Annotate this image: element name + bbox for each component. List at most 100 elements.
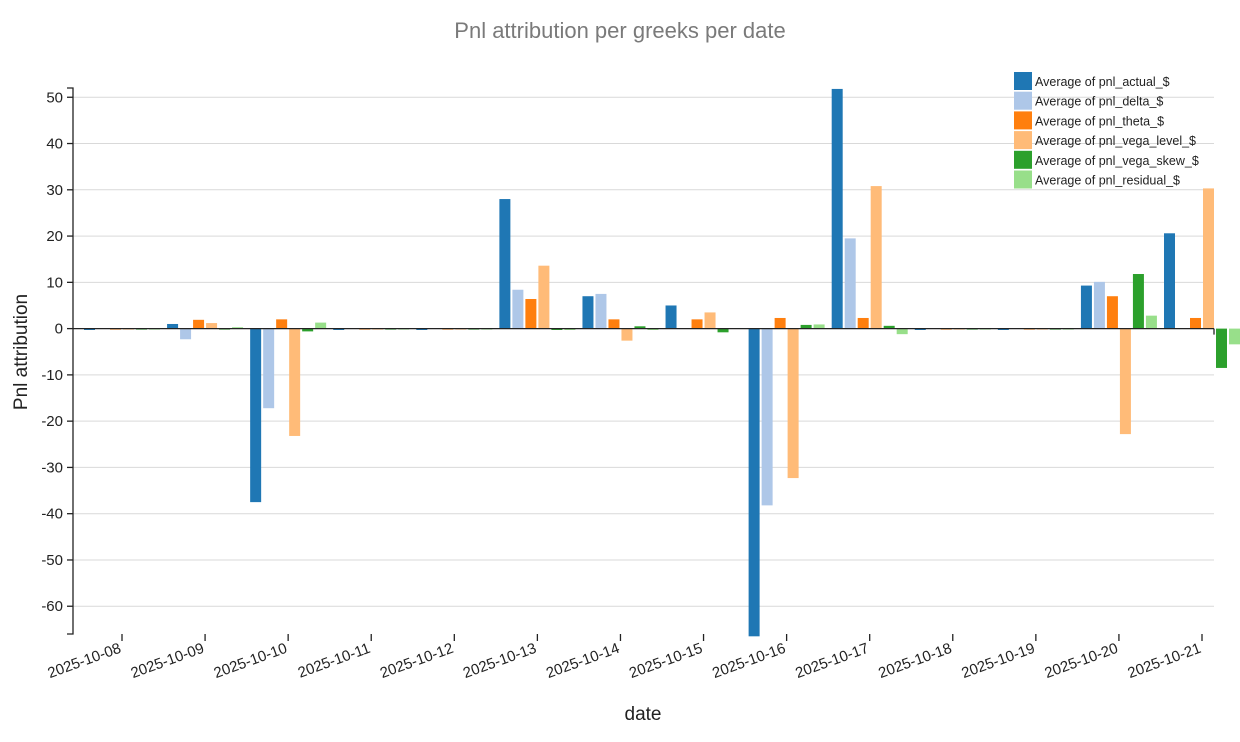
bar[interactable] xyxy=(180,328,192,340)
bar[interactable] xyxy=(333,328,345,330)
bar[interactable] xyxy=(914,328,926,330)
y-tick-label: 10 xyxy=(46,274,63,291)
legend-label: Average of pnl_vega_skew_$ xyxy=(1035,154,1199,168)
legend-swatch xyxy=(1014,91,1032,110)
bar[interactable] xyxy=(206,323,218,329)
x-tick-label: 2025-10-15 xyxy=(627,640,705,682)
bar[interactable] xyxy=(499,199,511,329)
x-axis-label: date xyxy=(625,704,662,725)
bar[interactable] xyxy=(844,238,856,329)
bar[interactable] xyxy=(512,289,524,329)
y-tick-label: -40 xyxy=(41,506,63,523)
bar[interactable] xyxy=(289,328,301,436)
y-tick-label: -60 xyxy=(41,598,63,615)
x-tick-label: 2025-10-13 xyxy=(461,640,539,682)
bar[interactable] xyxy=(800,324,812,329)
bar[interactable] xyxy=(416,328,428,330)
y-tick-label: -20 xyxy=(41,413,63,430)
bar[interactable] xyxy=(582,296,594,329)
bar[interactable] xyxy=(1145,315,1157,329)
bar[interactable] xyxy=(883,325,895,329)
bar[interactable] xyxy=(704,312,716,329)
chart-title: Pnl attribution per greeks per date xyxy=(454,18,785,43)
bar[interactable] xyxy=(1080,285,1092,329)
legend-swatch xyxy=(1014,131,1032,150)
bar[interactable] xyxy=(167,323,179,329)
legend-swatch xyxy=(1014,72,1032,90)
legend-label: Average of pnl_delta_$ xyxy=(1035,95,1163,109)
x-tick-label: 2025-10-09 xyxy=(129,640,207,682)
legend-swatch xyxy=(1014,111,1032,130)
x-tick-label: 2025-10-18 xyxy=(876,640,954,682)
legend-label: Average of pnl_residual_$ xyxy=(1035,174,1180,188)
bar[interactable] xyxy=(831,88,843,329)
bar[interactable] xyxy=(1203,188,1214,329)
bar[interactable] xyxy=(1093,281,1105,329)
bar[interactable] xyxy=(1119,328,1131,435)
bar[interactable] xyxy=(564,328,576,330)
bar[interactable] xyxy=(525,298,537,329)
x-tick-label: 2025-10-10 xyxy=(212,640,290,682)
x-tick-label: 2025-10-20 xyxy=(1042,640,1120,682)
bar[interactable] xyxy=(551,328,563,330)
y-tick-label: 30 xyxy=(46,182,63,199)
bar[interactable] xyxy=(1106,296,1118,329)
bars xyxy=(84,88,1240,637)
bar[interactable] xyxy=(263,328,275,409)
bar[interactable] xyxy=(250,328,262,503)
x-tick-label: 2025-10-14 xyxy=(544,640,622,682)
bar[interactable] xyxy=(232,327,244,329)
y-axis-line xyxy=(67,87,74,635)
bar[interactable] xyxy=(276,319,288,329)
legend-label: Average of pnl_vega_level_$ xyxy=(1035,134,1196,148)
legend-swatch xyxy=(1014,150,1032,169)
y-tick-label: 0 xyxy=(55,321,63,338)
y-tick-label: 20 xyxy=(46,228,63,245)
legend-label: Average of pnl_theta_$ xyxy=(1035,114,1164,128)
bar[interactable] xyxy=(1132,274,1144,329)
bar[interactable] xyxy=(193,319,205,329)
bar[interactable] xyxy=(748,328,760,637)
x-tick-label: 2025-10-11 xyxy=(296,640,373,682)
x-tick-label: 2025-10-08 xyxy=(45,640,123,682)
x-tick-label: 2025-10-21 xyxy=(1125,640,1203,682)
x-tick-label: 2025-10-12 xyxy=(378,640,456,682)
bar[interactable] xyxy=(595,293,607,329)
x-tick-label: 2025-10-19 xyxy=(959,640,1037,682)
x-tick-label: 2025-10-16 xyxy=(710,640,788,682)
y-tick-label: 50 xyxy=(46,89,63,106)
bar[interactable] xyxy=(315,322,327,329)
bar[interactable] xyxy=(1164,233,1175,329)
bar[interactable] xyxy=(538,265,550,329)
bar[interactable] xyxy=(84,328,95,330)
bar[interactable] xyxy=(621,328,633,341)
y-tick-label: -10 xyxy=(41,367,63,384)
bar[interactable] xyxy=(634,326,646,329)
bar[interactable] xyxy=(997,328,1009,330)
y-tick-label: -30 xyxy=(41,459,63,476)
bar[interactable] xyxy=(647,328,659,330)
bar[interactable] xyxy=(302,328,314,332)
bar[interactable] xyxy=(665,305,677,329)
bar[interactable] xyxy=(1190,317,1201,329)
x-tick-label: 2025-10-17 xyxy=(793,640,871,682)
bar[interactable] xyxy=(1216,328,1227,368)
bar[interactable] xyxy=(813,324,825,329)
bar[interactable] xyxy=(787,328,799,479)
bar[interactable] xyxy=(896,328,908,335)
legend-label: Average of pnl_actual_$ xyxy=(1035,75,1170,89)
legend-swatch xyxy=(1014,170,1032,189)
bar[interactable] xyxy=(857,317,869,329)
y-tick-label: -50 xyxy=(41,552,63,569)
bar[interactable] xyxy=(608,319,620,329)
y-axis-label: Pnl attribution xyxy=(11,294,32,410)
bar[interactable] xyxy=(1229,328,1240,345)
bar[interactable] xyxy=(870,186,882,329)
bar[interactable] xyxy=(774,317,786,329)
bar[interactable] xyxy=(691,319,703,329)
legend: Average of pnl_actual_$ Average of pnl_de… xyxy=(1014,72,1199,189)
bar[interactable] xyxy=(717,328,729,333)
bar[interactable] xyxy=(761,328,773,506)
